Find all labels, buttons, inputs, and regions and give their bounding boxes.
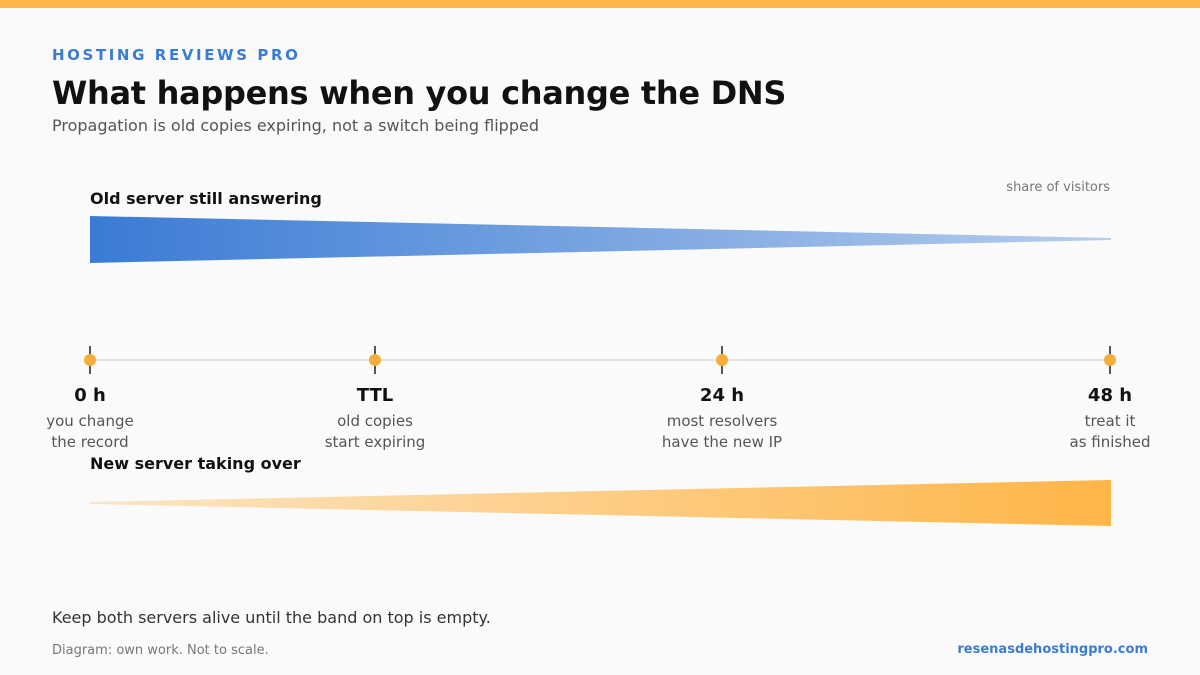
marker-value: 48 h <box>1087 385 1133 406</box>
marker-description: treat it as finished <box>1010 411 1200 453</box>
marker-desc-line1: treat it <box>1084 412 1136 430</box>
marker-desc-line2: start expiring <box>324 433 426 451</box>
marker-value: 0 h <box>74 385 106 406</box>
old-band-label: Old server still answering <box>90 189 322 208</box>
marker-description: old copies start expiring <box>275 411 475 453</box>
page-subtitle: Propagation is old copies expiring, not … <box>52 116 539 135</box>
axis-note: share of visitors <box>1006 180 1110 195</box>
marker-dot <box>716 354 728 366</box>
site-link[interactable]: resenasdehostingpro.com <box>957 642 1148 657</box>
top-accent-bar <box>0 0 1200 8</box>
marker-desc-line1: most resolvers <box>666 412 778 430</box>
marker-dot <box>369 354 381 366</box>
brand-name: HOSTING REVIEWS PRO <box>52 46 301 64</box>
marker-description: most resolvers have the new IP <box>622 411 822 453</box>
marker-desc-line2: have the new IP <box>661 433 783 451</box>
marker-dot <box>1104 354 1116 366</box>
page-title: What happens when you change the DNS <box>52 74 787 112</box>
marker-desc-line2: the record <box>51 433 129 451</box>
diagram-credit: Diagram: own work. Not to scale. <box>52 643 269 658</box>
marker-dot <box>84 354 96 366</box>
marker-desc-line2: as finished <box>1069 433 1151 451</box>
new-server-band <box>90 480 1111 526</box>
marker-value: TTL <box>356 385 394 406</box>
timeline-markers <box>84 346 1116 374</box>
marker-desc-line1: you change <box>46 412 134 430</box>
footer-note: Keep both servers alive until the band o… <box>52 608 491 627</box>
marker-description: you change the record <box>0 411 190 453</box>
marker-desc-line1: old copies <box>337 412 413 430</box>
new-band-label: New server taking over <box>90 454 301 473</box>
marker-value: 24 h <box>699 385 745 406</box>
old-server-band <box>90 216 1111 263</box>
